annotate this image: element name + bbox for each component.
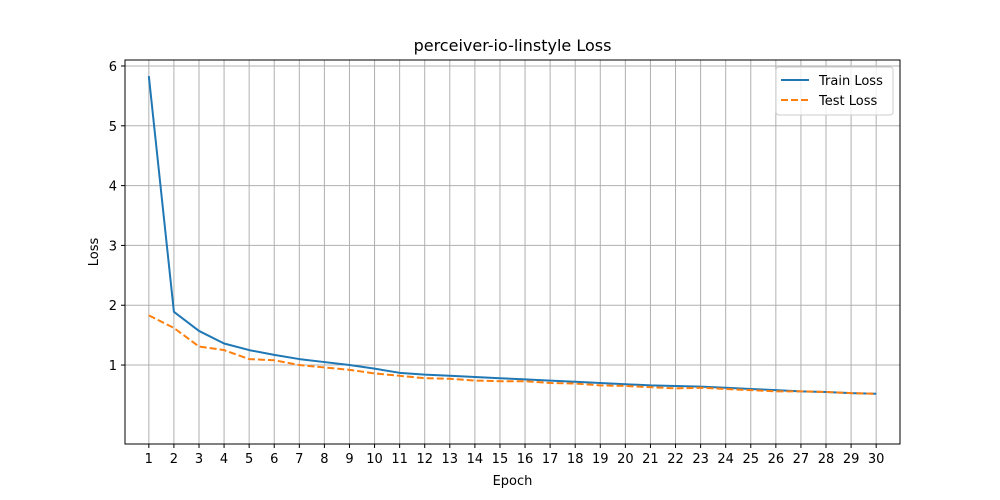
x-tick-label: 3: [195, 452, 203, 467]
x-tick-label: 6: [270, 452, 278, 467]
test-loss-point: [474, 379, 477, 382]
x-tick-label: 24: [717, 452, 734, 467]
y-axis: 1 2 3 4 5 6: [109, 60, 125, 374]
series-layer: [147, 75, 878, 395]
legend-label-test-loss: Test Loss: [818, 94, 877, 109]
test-loss-point: [549, 382, 552, 385]
test-loss-point: [448, 378, 451, 381]
test-loss-point: [373, 372, 376, 375]
test-loss-point: [825, 391, 828, 394]
train-loss-point: [223, 342, 226, 345]
x-tick-label: 7: [295, 452, 303, 467]
test-loss-point: [875, 392, 878, 395]
plot-area-frame: [124, 59, 901, 445]
y-tick-label: 1: [109, 359, 117, 374]
grid: [125, 60, 900, 444]
x-tick-label: 14: [467, 452, 484, 467]
x-axis-label: Epoch: [493, 474, 533, 489]
test-loss-point: [223, 349, 226, 352]
test-loss-point: [599, 384, 602, 387]
train-loss-point: [373, 367, 376, 370]
test-loss-point: [624, 385, 627, 388]
test-loss-point: [699, 386, 702, 389]
test-loss-point: [248, 358, 251, 361]
y-tick-label: 4: [109, 180, 117, 195]
x-tick-label: 4: [220, 452, 228, 467]
x-tick-label: 11: [391, 452, 408, 467]
x-tick-label: 30: [868, 452, 885, 467]
x-tick-label: 18: [567, 452, 584, 467]
test-loss-point: [749, 389, 752, 392]
x-tick-label: 20: [617, 452, 634, 467]
train-loss-point: [599, 382, 602, 385]
test-loss-point: [850, 392, 853, 395]
x-tick-label: 17: [542, 452, 559, 467]
test-loss-point: [775, 390, 778, 393]
x-tick-label: 29: [843, 452, 860, 467]
y-tick-label: 2: [109, 299, 117, 314]
test-loss-point: [524, 380, 527, 383]
train-loss-point: [323, 361, 326, 364]
train-loss-point: [348, 364, 351, 367]
test-loss-point: [323, 366, 326, 369]
train-loss-point: [448, 375, 451, 378]
x-tick-label: 19: [592, 452, 609, 467]
test-loss-point: [674, 387, 677, 390]
x-tick-label: 16: [517, 452, 534, 467]
x-tick-label: 27: [793, 452, 810, 467]
test-loss-point: [348, 369, 351, 372]
train-loss-point: [298, 358, 301, 361]
x-tick-label: 28: [818, 452, 835, 467]
x-tick-label: 2: [170, 452, 178, 467]
train-loss-point: [423, 373, 426, 376]
y-tick-label: 6: [109, 60, 117, 75]
x-tick-label: 9: [345, 452, 353, 467]
train-loss-point: [474, 376, 477, 379]
test-loss-point: [724, 388, 727, 391]
x-tick-label: 26: [768, 452, 785, 467]
test-loss-point: [173, 327, 176, 330]
test-loss-point: [148, 314, 151, 317]
x-tick-label: 25: [742, 452, 759, 467]
train-loss-series-line: [147, 76, 877, 395]
test-loss-point: [499, 380, 502, 383]
x-tick-label: 1: [145, 452, 153, 467]
chart-title: perceiver-io-linstyle Loss: [414, 36, 612, 55]
train-loss-point: [549, 379, 552, 382]
train-loss-point: [499, 377, 502, 380]
train-loss-point: [248, 349, 251, 352]
test-loss-point: [298, 364, 301, 367]
train-loss-point: [198, 330, 201, 333]
x-tick-label: 8: [320, 452, 328, 467]
test-loss-series-line: [148, 314, 877, 395]
x-tick-label: 12: [416, 452, 433, 467]
train-loss-point: [273, 354, 276, 357]
x-tick-label: 22: [667, 452, 684, 467]
test-loss-point: [574, 382, 577, 385]
x-tick-label: 23: [692, 452, 709, 467]
y-axis-label: Loss: [87, 238, 102, 267]
train-loss-point: [674, 385, 677, 388]
x-tick-label: 13: [442, 452, 459, 467]
train-loss-point: [148, 75, 151, 78]
test-loss-point: [800, 390, 803, 393]
x-axis: 1 2 3 4 5 6 7 8 9 10 11 12 13 14 15 16 17 18 19 20 21 22 23 24 2…: [145, 444, 885, 467]
test-loss-point: [273, 359, 276, 362]
x-tick-label: 5: [245, 452, 253, 467]
x-tick-label: 15: [492, 452, 509, 467]
test-loss-point: [398, 375, 401, 378]
x-tick-label: 10: [366, 452, 383, 467]
legend: Train Loss Test Loss: [775, 66, 894, 116]
test-loss-point: [649, 386, 652, 389]
train-loss-point: [398, 372, 401, 375]
train-loss-point: [173, 311, 176, 314]
y-tick-label: 5: [109, 120, 117, 135]
test-loss-point: [198, 345, 201, 348]
legend-label-train-loss: Train Loss: [818, 74, 883, 89]
test-loss-point: [423, 377, 426, 380]
y-tick-label: 3: [109, 239, 117, 254]
x-tick-label: 21: [642, 452, 659, 467]
